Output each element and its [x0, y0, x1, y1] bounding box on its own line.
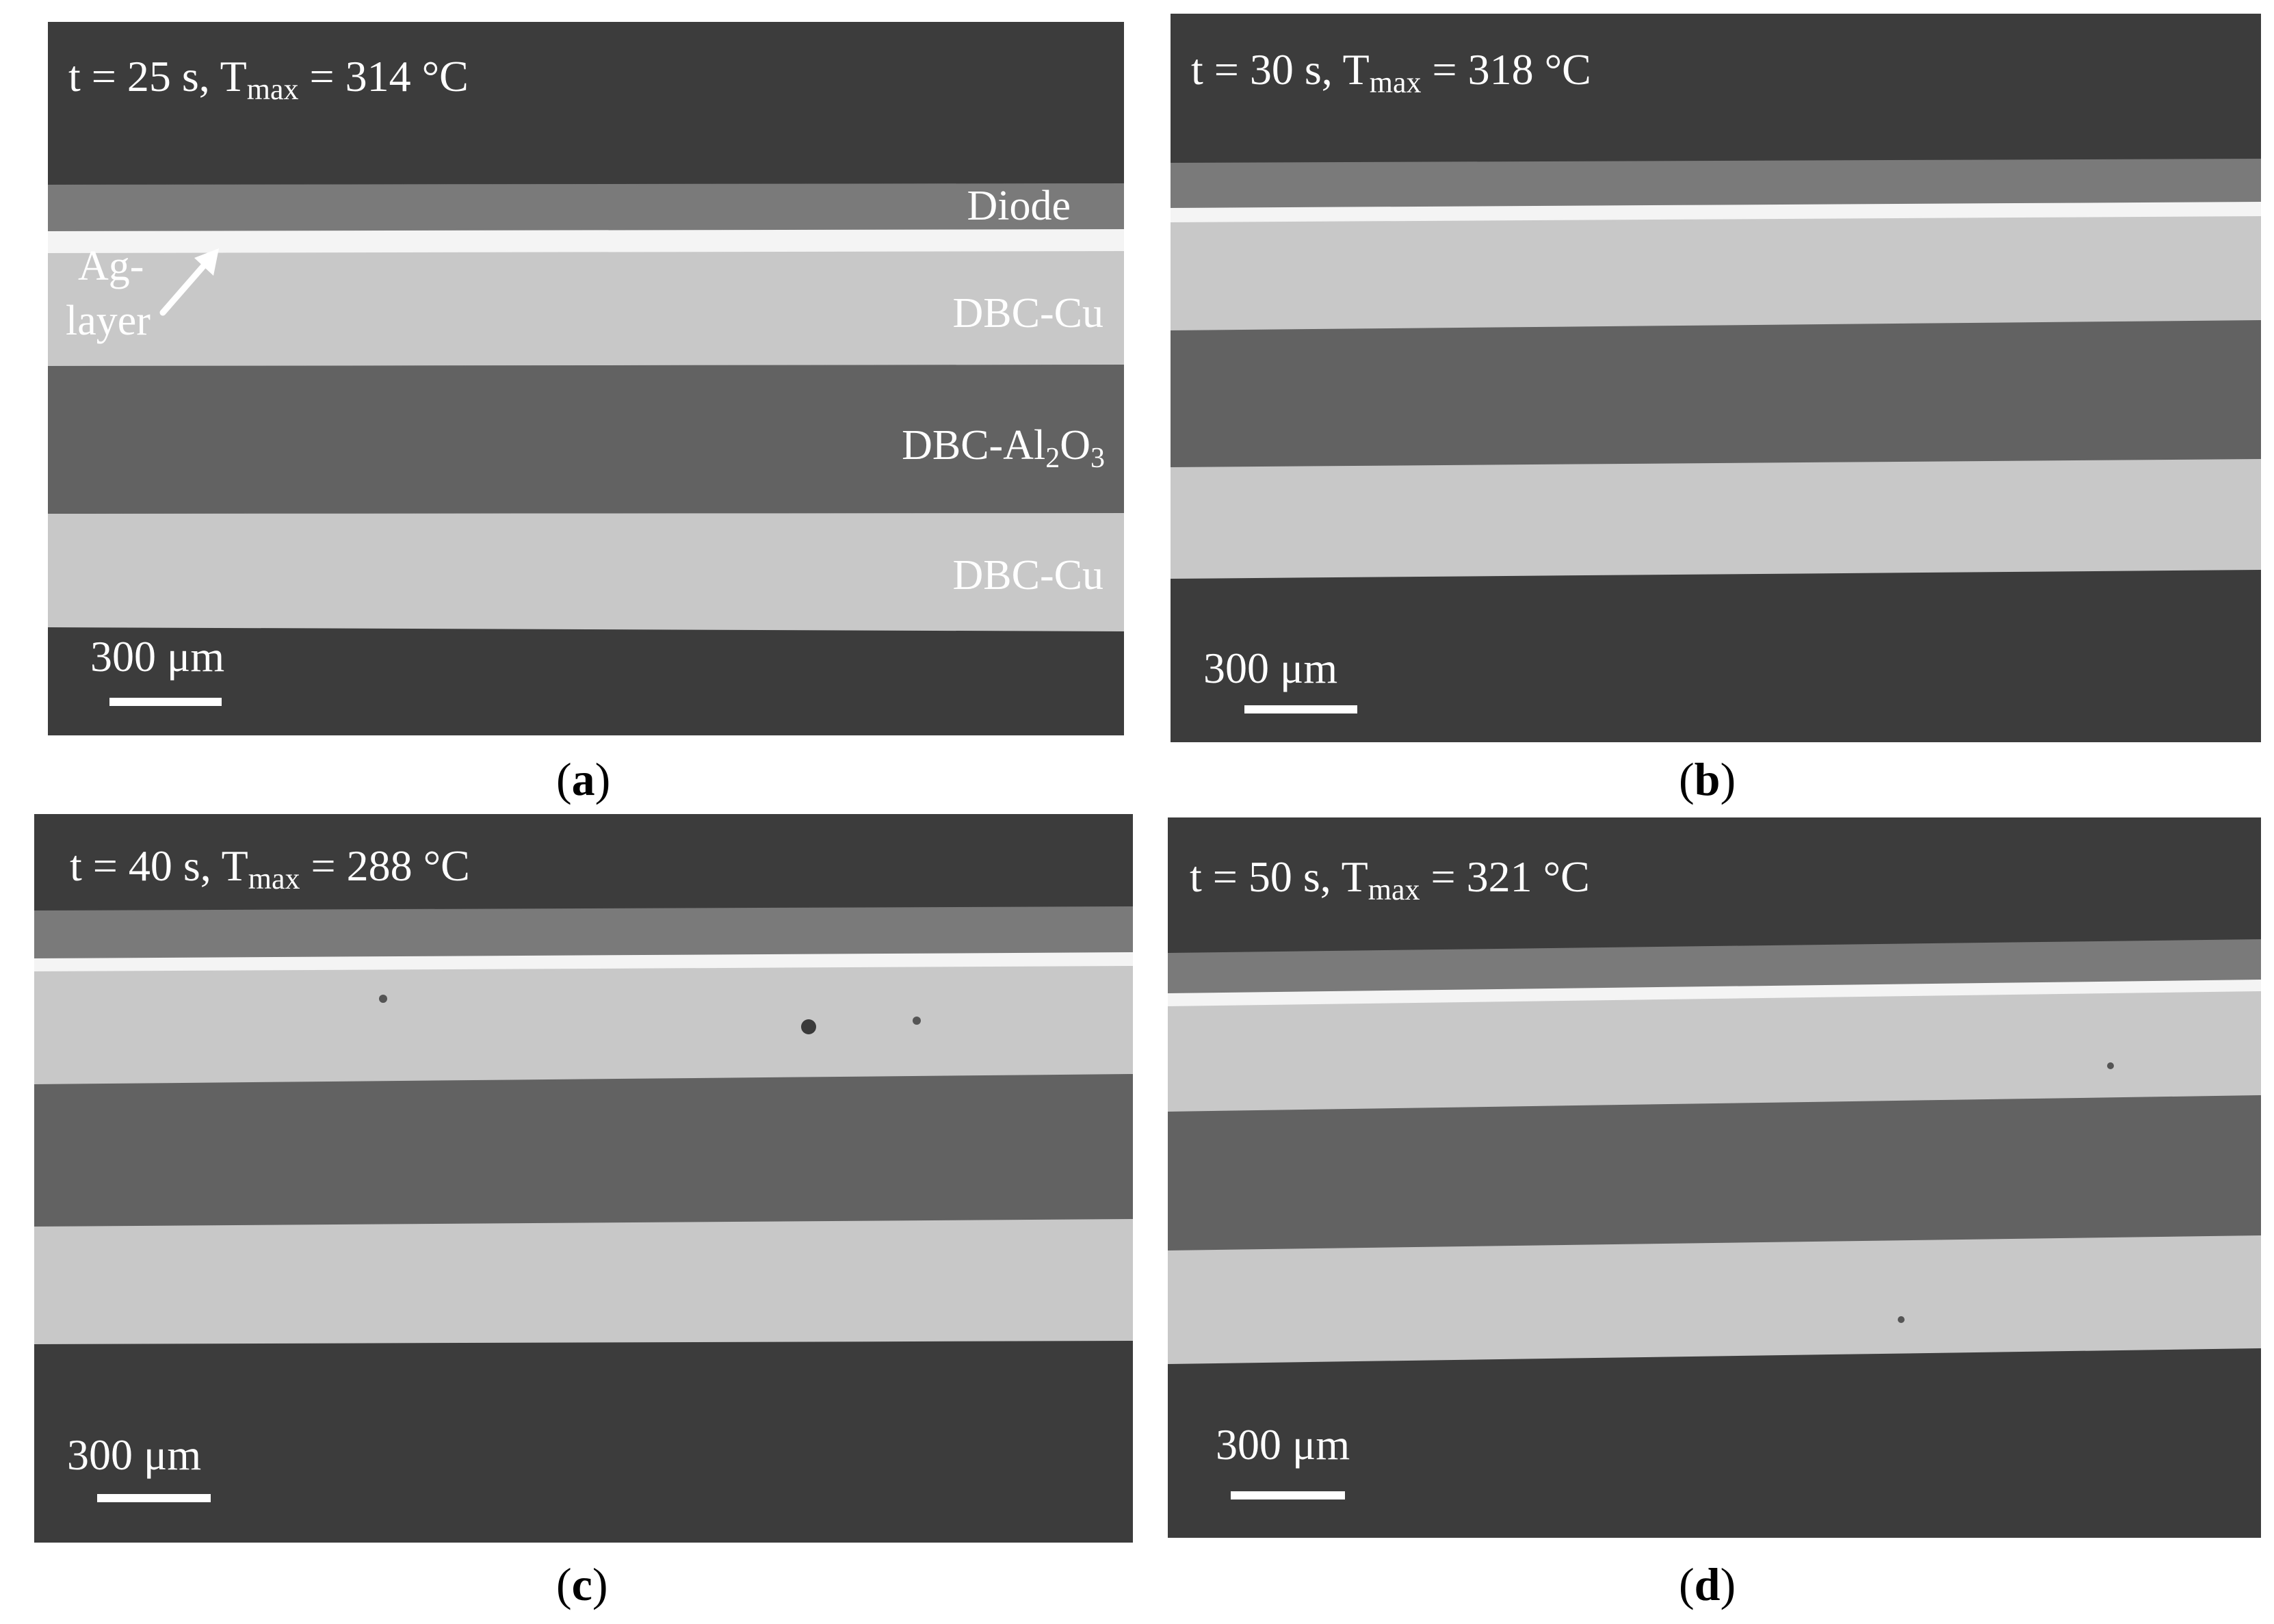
- ag-layer-label-line1: Ag-: [78, 243, 144, 289]
- dbc-al2o3-layer: [48, 365, 1124, 515]
- ag-layer: [1168, 980, 2261, 1008]
- dbc-cu-top-layer: [48, 251, 1124, 367]
- diode-layer: [1171, 159, 2261, 209]
- diode-label: Diode: [967, 183, 1071, 229]
- micrograph-panel-c: t = 40 s, Tmax = 288 °C 300 μm: [34, 814, 1133, 1543]
- condition-label: t = 25 s, Tmax = 314 °C: [68, 52, 469, 106]
- scale-bar-label: 300 μm: [67, 1430, 202, 1479]
- dbc-cu-bottom-layer: [34, 1219, 1133, 1344]
- ag-layer: [48, 229, 1124, 254]
- diode-layer: [1168, 939, 2261, 994]
- panel-caption-c: (c): [556, 1558, 608, 1610]
- micrograph-panel-d: t = 50 s, Tmax = 321 °C 300 μm: [1168, 817, 2261, 1538]
- micrograph-b-layers: [1171, 14, 2261, 742]
- condition-label: t = 30 s, Tmax = 318 °C: [1191, 45, 1591, 99]
- dbc-cu-bottom-layer: [1171, 459, 2261, 579]
- scale-bar-label: 300 μm: [90, 632, 225, 681]
- condition-label: t = 40 s, Tmax = 288 °C: [70, 841, 470, 895]
- micrograph-d-layers: [1168, 817, 2261, 1538]
- dbc-al2o3-layer: [34, 1074, 1133, 1228]
- scale-bar: [1244, 705, 1357, 713]
- dbc-cu-top-layer: [1171, 216, 2261, 332]
- dbc-al2o3-label: DBC-Al2O3: [902, 422, 1105, 474]
- condition-label: t = 50 s, Tmax = 321 °C: [1190, 852, 1590, 906]
- dbc-al2o3-layer: [1168, 1095, 2261, 1252]
- scale-bar: [1231, 1491, 1345, 1499]
- dbc-cu-bottom-layer: [1168, 1235, 2261, 1364]
- scale-bar-label: 300 μm: [1203, 644, 1338, 692]
- micrograph-panel-a: t = 25 s, Tmax = 314 °C Diode Ag- layer …: [48, 22, 1124, 735]
- micrograph-panel-b: t = 30 s, Tmax = 318 °C 300 μm: [1171, 14, 2261, 742]
- diode-layer: [48, 183, 1124, 233]
- panel-caption-d: (d): [1679, 1558, 1736, 1610]
- ag-layer-label-line2: layer: [66, 298, 151, 344]
- panel-caption-a: (a): [556, 753, 611, 805]
- scale-bar-label: 300 μm: [1216, 1420, 1350, 1469]
- diode-layer: [34, 906, 1133, 959]
- dbc-cu-top-label: DBC-Cu: [952, 290, 1103, 337]
- dbc-cu-top-layer: [34, 966, 1133, 1086]
- dbc-cu-top-layer: [1168, 991, 2261, 1113]
- panel-caption-b: (b): [1679, 753, 1736, 805]
- micrograph-a-layers: [48, 22, 1124, 735]
- scale-bar: [109, 698, 222, 706]
- dbc-al2o3-layer: [1171, 320, 2261, 469]
- ag-layer-arrow-icon: [159, 248, 219, 316]
- dbc-cu-bottom-layer: [48, 513, 1124, 631]
- scale-bar: [97, 1494, 211, 1502]
- dbc-cu-bottom-label: DBC-Cu: [952, 552, 1103, 599]
- micrograph-c-layers: [34, 814, 1133, 1543]
